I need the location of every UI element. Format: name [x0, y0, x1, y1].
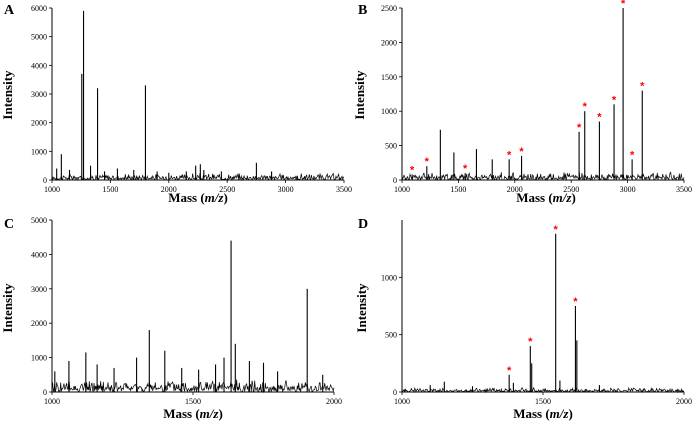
panel-label: A: [4, 3, 15, 18]
panel-a: A Intensity Mass (m/z) 01000200030004000…: [0, 3, 352, 205]
x-tick-label: 2500: [563, 185, 579, 194]
y-tick-label: 2500: [381, 4, 397, 13]
x-axis-title: Mass (m/z): [516, 190, 576, 205]
peak-marker: *: [597, 112, 602, 124]
y-tick-label: 0: [393, 388, 397, 397]
y-tick-label: 6000: [31, 4, 47, 13]
x-tick-label: 3000: [278, 185, 294, 194]
x-tick-label: 1000: [44, 185, 60, 194]
peak-marker: *: [612, 94, 617, 106]
y-axis-title: Intensity: [0, 70, 15, 120]
peak-marker: *: [573, 296, 578, 308]
x-tick-label: 3500: [336, 185, 352, 194]
y-tick-label: 500: [385, 331, 397, 340]
y-tick-label: 5000: [31, 33, 47, 42]
x-tick-label: 2000: [507, 185, 523, 194]
panel-label: C: [4, 217, 14, 232]
x-axis-title: Mass (m/z): [168, 190, 228, 205]
y-tick-label: 3000: [31, 285, 47, 294]
y-tick-label: 2000: [31, 119, 47, 128]
y-tick-label: 2000: [381, 38, 397, 47]
x-tick-label: 1000: [394, 397, 410, 406]
x-tick-label: 2000: [676, 397, 692, 406]
y-axis-title: Intensity: [354, 283, 369, 333]
y-tick-label: 1500: [381, 73, 397, 82]
panel-label: B: [358, 3, 367, 18]
peak-marker: *: [528, 336, 533, 348]
peak-marker: *: [640, 81, 645, 93]
x-tick-label: 3500: [676, 185, 692, 194]
peak-marker: *: [410, 164, 415, 176]
x-axis-title: Mass (m/z): [163, 406, 223, 421]
x-tick-label: 1000: [394, 185, 410, 194]
noise-trace: [401, 171, 685, 182]
panel-d: D Intensity Mass (m/z) * * * * 0 500 1000 1000 1…: [354, 217, 692, 421]
x-tick-label: 1500: [102, 185, 118, 194]
y-tick-label: 500: [385, 142, 397, 151]
peak-marker: *: [621, 0, 626, 10]
y-tick-label: 0: [43, 176, 47, 185]
noise-trace: [401, 386, 685, 394]
y-tick-label: 1000: [381, 273, 397, 282]
x-tick-label: 2000: [326, 397, 342, 406]
y-tick-label: 1000: [31, 354, 47, 363]
x-tick-label: 2500: [219, 185, 235, 194]
panel-label: D: [358, 217, 368, 232]
x-tick-label: 1500: [185, 397, 201, 406]
peak-marker: *: [519, 146, 524, 158]
x-tick-label: 3000: [620, 185, 636, 194]
y-tick-label: 1000: [31, 147, 47, 156]
peak-marker: *: [583, 101, 588, 113]
peak-marker: *: [554, 224, 559, 236]
x-tick-label: 1500: [535, 397, 551, 406]
peak-marker: *: [507, 149, 512, 161]
y-tick-label: 0: [393, 176, 397, 185]
peak-marker: *: [577, 122, 582, 134]
panel-b: B Intensity Mass (m/z) **** ********05001…: [352, 0, 692, 205]
x-tick-label: 2000: [161, 185, 177, 194]
y-tick-label: 0: [43, 388, 47, 397]
x-tick-label: 1500: [450, 185, 466, 194]
y-axis-title: Intensity: [352, 70, 367, 120]
y-tick-label: 2000: [31, 319, 47, 328]
y-axis-title: Intensity: [0, 283, 15, 333]
y-tick-label: 3000: [31, 90, 47, 99]
y-tick-label: 4000: [31, 250, 47, 259]
x-axis-title: Mass (m/z): [513, 406, 573, 421]
peak-marker: *: [507, 365, 512, 377]
x-tick-label: 1000: [44, 397, 60, 406]
peak-marker: *: [425, 156, 430, 168]
y-tick-label: 5000: [31, 216, 47, 225]
noise-trace: [51, 379, 335, 394]
y-tick-label: 1000: [381, 107, 397, 116]
noise-trace: [51, 172, 345, 182]
y-tick-label: 4000: [31, 61, 47, 70]
peak-marker: *: [630, 149, 635, 161]
peak-marker: *: [463, 163, 468, 175]
panel-c: C Intensity Mass (m/z) 01000200030004000…: [0, 216, 342, 421]
